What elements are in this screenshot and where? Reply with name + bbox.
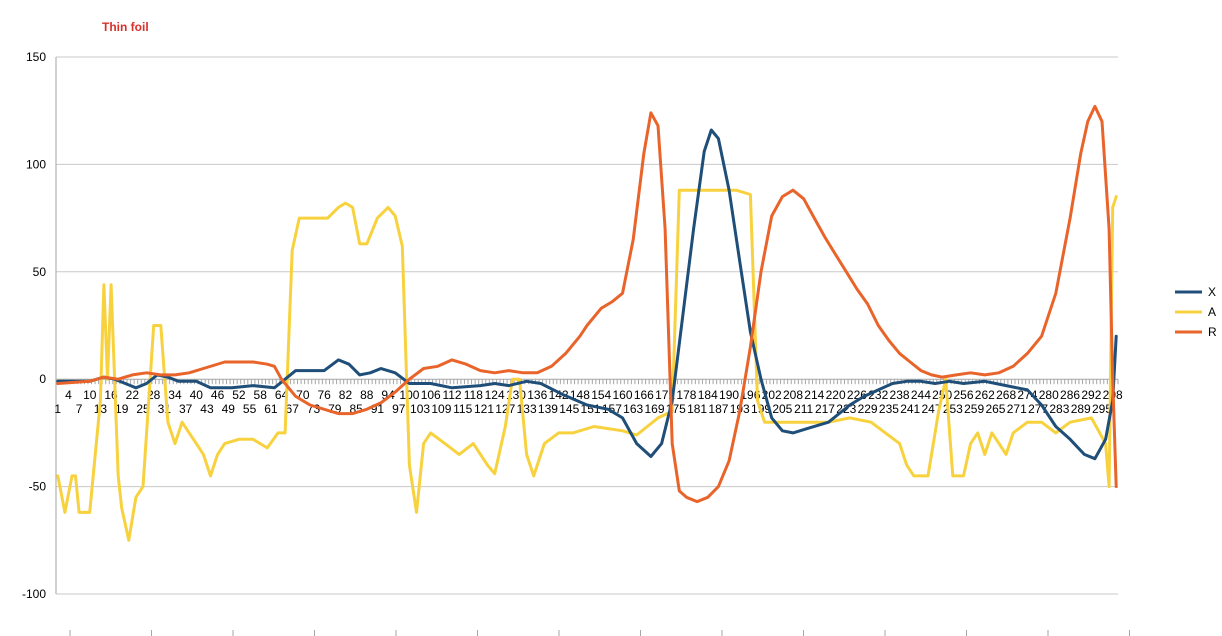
x-tick-label: 31 (158, 402, 172, 416)
x-tick-label: 46 (211, 388, 225, 402)
x-tick-label: 160 (613, 388, 633, 402)
x-tick-label: 289 (1071, 402, 1091, 416)
x-tick-label: 187 (708, 402, 728, 416)
series-line-x (56, 128, 1118, 461)
x-tick-label: 145 (559, 402, 579, 416)
x-tick-label: 121 (474, 402, 494, 416)
x-tick-label: 97 (392, 402, 406, 416)
x-tick-label: 208 (783, 388, 803, 402)
y-tick-label: 150 (26, 50, 46, 64)
legend-label-r: R (1208, 325, 1217, 339)
x-tick-label: 169 (644, 402, 664, 416)
x-tick-label: 61 (264, 402, 278, 416)
y-tick-label: 100 (26, 157, 46, 171)
x-tick-label: 118 (464, 388, 483, 402)
x-tick-label: 82 (339, 388, 353, 402)
x-tick-label: 136 (527, 388, 547, 402)
series-layer (56, 104, 1118, 542)
x-tick-label: 181 (687, 402, 707, 416)
x-tick-label: 244 (911, 388, 931, 402)
x-tick-label: 55 (243, 402, 257, 416)
x-tick-label: 115 (453, 402, 472, 416)
x-tick-label: 262 (975, 388, 995, 402)
y-tick-label: -100 (22, 587, 46, 601)
x-tick-label: 271 (1007, 402, 1027, 416)
x-tick-label: 286 (1060, 388, 1080, 402)
gridlines (56, 56, 1118, 595)
x-tick-label: 211 (794, 402, 813, 416)
chart-title: Thin foil (102, 20, 149, 34)
x-tick-label: 139 (538, 402, 558, 416)
x-tick-label: 205 (772, 402, 792, 416)
x-tick-label: 133 (517, 402, 537, 416)
x-tick-label: 43 (200, 402, 214, 416)
x-tick-label: 100 (399, 388, 419, 402)
x-tick-label: 76 (317, 388, 331, 402)
x-tick-label: 241 (900, 402, 920, 416)
x-tick-label: 154 (591, 388, 611, 402)
legend-label-x: X (1208, 285, 1216, 299)
x-tick-label: 229 (858, 402, 878, 416)
y-tick-label: -50 (29, 480, 47, 494)
x-tick-label: 214 (804, 388, 824, 402)
x-tick-label: 10 (83, 388, 97, 402)
x-tick-label: 178 (676, 388, 696, 402)
x-tick-label: 22 (126, 388, 140, 402)
x-tick-label: 184 (698, 388, 718, 402)
x-tick-label: 238 (890, 388, 910, 402)
y-tick-label: 50 (33, 265, 47, 279)
x-tick-label: 268 (996, 388, 1016, 402)
x-tick-label: 124 (485, 388, 505, 402)
x-tick-label: 280 (1039, 388, 1059, 402)
x-tick-label: 4 (65, 388, 72, 402)
y-axis: -100 -50 0 50 100 150 (22, 50, 57, 601)
x-tick-label: 196 (740, 388, 760, 402)
x-tick-label: 127 (495, 402, 515, 416)
x-tick-label: 166 (634, 388, 654, 402)
x-tick-label: 142 (549, 388, 569, 402)
x-tick-label: 283 (1049, 402, 1069, 416)
x-tick-label: 7 (76, 402, 83, 416)
x-tick-label: 49 (222, 402, 236, 416)
x-tick-label: 52 (232, 388, 246, 402)
x-tick-label: 274 (1017, 388, 1037, 402)
x-tick-label: 235 (879, 402, 899, 416)
x-tick-label: 67 (286, 402, 300, 416)
x-tick-label: 292 (1081, 388, 1101, 402)
x-tick-label: 58 (254, 388, 268, 402)
x-tick-label: 112 (442, 388, 461, 402)
x-tick-label: 106 (421, 388, 441, 402)
x-tick-label: 265 (985, 402, 1005, 416)
x-tick-label: 109 (431, 402, 451, 416)
x-tick-label: 88 (360, 388, 374, 402)
x-tick-label: 217 (815, 402, 835, 416)
x-tick-label: 37 (179, 402, 193, 416)
x-tick-label: 40 (190, 388, 204, 402)
x-tick-label: 157 (602, 402, 622, 416)
y-tick-label: 0 (39, 372, 46, 386)
series-line-a (56, 188, 1118, 542)
x-tick-label: 1 (54, 402, 61, 416)
x-tick-label: 19 (115, 402, 129, 416)
x-tick-label: 247 (922, 402, 942, 416)
legend: XAR (1175, 285, 1217, 339)
series-line-r (56, 104, 1118, 504)
x-axis: 1471013161922252831343740434649525558616… (54, 378, 1130, 636)
x-tick-label: 259 (964, 402, 984, 416)
x-tick-label: 34 (168, 388, 182, 402)
x-tick-label: 163 (623, 402, 643, 416)
x-tick-label: 190 (719, 388, 739, 402)
legend-label-a: A (1208, 305, 1216, 319)
x-tick-label: 253 (943, 402, 963, 416)
x-tick-label: 256 (953, 388, 973, 402)
x-tick-label: 295 (1092, 402, 1112, 416)
x-tick-label: 103 (410, 402, 430, 416)
x-tick-label: 220 (826, 388, 846, 402)
